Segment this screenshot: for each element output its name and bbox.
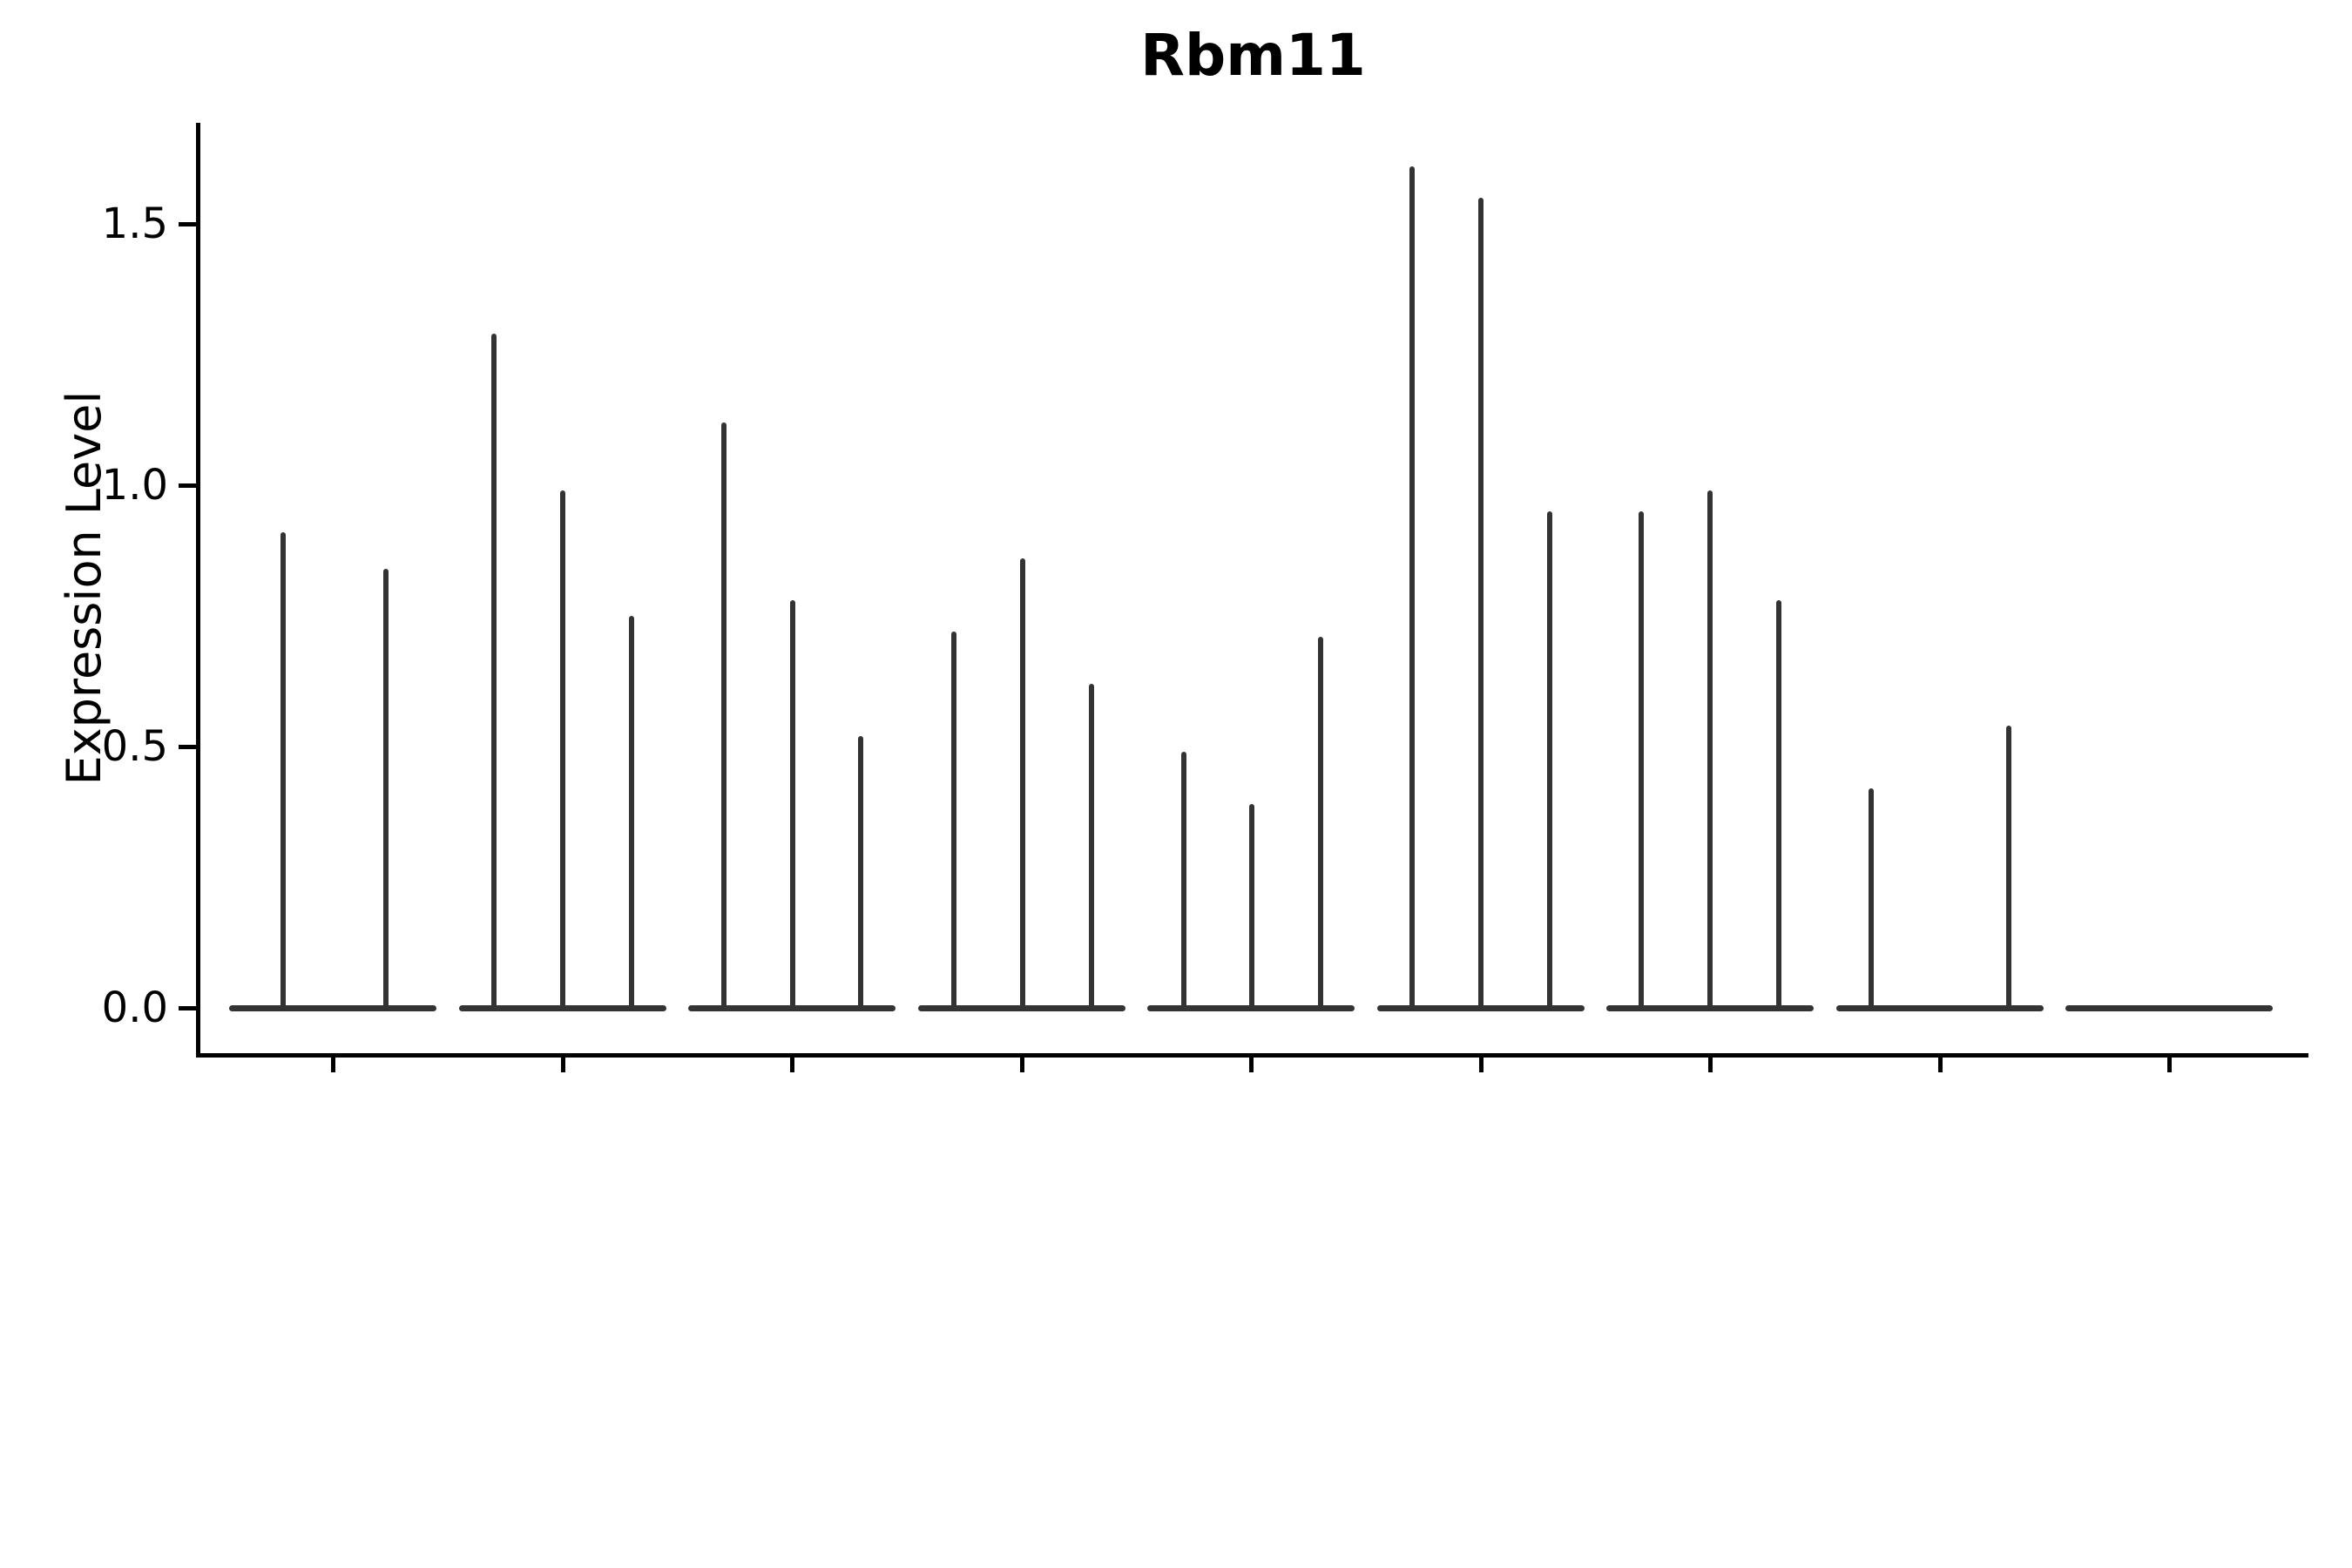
violin-spike [1409, 166, 1415, 1010]
violin-spike [490, 334, 497, 1010]
violin-spike [1639, 511, 1644, 1010]
violin-spike [790, 600, 795, 1010]
violin-spike [950, 632, 956, 1010]
y-tick-label: 1.0 [101, 461, 168, 510]
x-tick-mark [1249, 1053, 1254, 1072]
violin-spike [1019, 558, 1025, 1010]
x-tick-mark [560, 1053, 565, 1072]
y-tick-label: 0.5 [101, 722, 168, 771]
y-tick-mark [179, 222, 196, 226]
violin-spike [2005, 726, 2011, 1010]
x-tick-mark [2167, 1053, 2172, 1072]
violin-spike [1249, 804, 1254, 1010]
x-tick-mark [1708, 1053, 1713, 1072]
x-tick-mark [1019, 1053, 1024, 1072]
violin-spike [280, 532, 286, 1010]
violin-spike [559, 490, 565, 1010]
violin-spike [858, 736, 863, 1010]
x-tick-mark [1478, 1053, 1484, 1072]
y-tick-label: 0.0 [101, 983, 168, 1032]
y-axis-spine [196, 123, 200, 1058]
violin-spike [1318, 637, 1323, 1010]
violin-spike [383, 569, 389, 1010]
x-tick-mark [331, 1053, 335, 1072]
violin-spike [1546, 511, 1552, 1010]
violin-spike [1868, 788, 1874, 1010]
violin-spike [1088, 684, 1094, 1010]
violin-spike [1181, 752, 1186, 1010]
violin-base [1835, 1005, 2044, 1011]
y-tick-mark [179, 1006, 196, 1010]
violin-spike [1776, 600, 1781, 1010]
violin-spike [628, 616, 634, 1010]
y-tick-mark [179, 483, 196, 488]
violin-base [229, 1005, 436, 1011]
y-tick-label: 1.5 [101, 199, 168, 248]
violin-spike [1707, 490, 1713, 1010]
plot-title: Rbm11 [1140, 22, 1366, 89]
violin-spike [721, 422, 727, 1010]
violin-spike [1477, 198, 1484, 1010]
x-tick-mark [1937, 1053, 1943, 1072]
x-tick-mark [790, 1053, 794, 1072]
violin-base [2065, 1005, 2273, 1011]
y-tick-mark [179, 745, 196, 749]
